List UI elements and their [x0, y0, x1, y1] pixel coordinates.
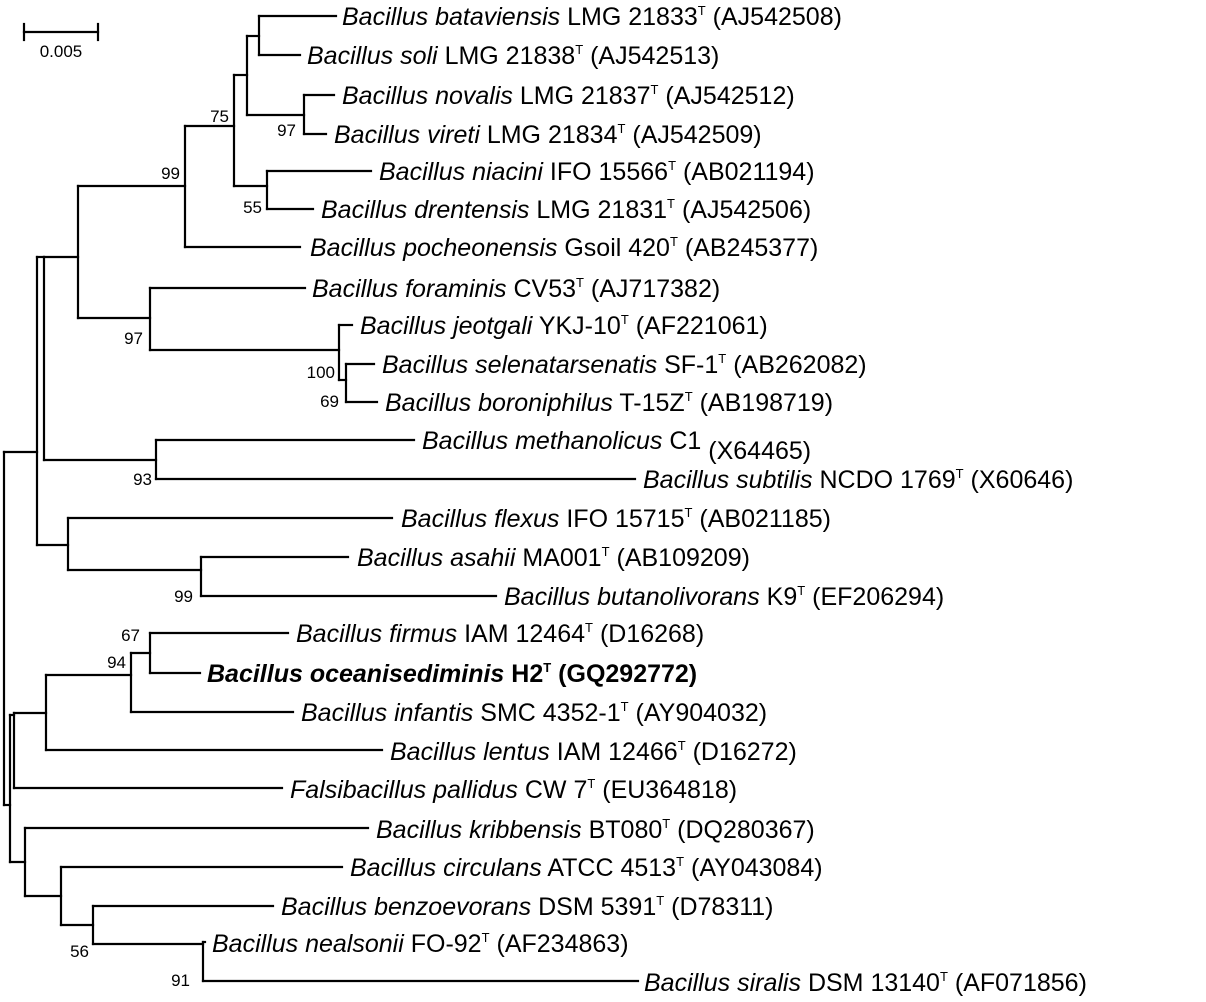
taxon-label: Bacillus infantis SMC 4352-1T (AY904032)	[301, 699, 767, 727]
taxon-label: Bacillus firmus IAM 12464T (D16268)	[296, 620, 704, 648]
bootstrap-value: 55	[243, 198, 262, 217]
taxon-label: Bacillus methanolicus C1 (X64465)	[422, 427, 811, 465]
taxon-label: Bacillus niacini IFO 15566T (AB021194)	[379, 158, 815, 186]
taxon-label: Bacillus flexus IFO 15715T (AB021185)	[401, 505, 831, 533]
taxon-label: Bacillus bataviensis LMG 21833T (AJ54250…	[342, 3, 842, 31]
taxon-label: Bacillus foraminis CV53T (AJ717382)	[312, 275, 720, 303]
taxon-label: Bacillus vireti LMG 21834T (AJ542509)	[334, 121, 762, 149]
scale-bar-label: 0.005	[40, 42, 83, 61]
taxon-label: Bacillus benzoevorans DSM 5391T (D78311)	[281, 893, 774, 921]
taxon-label: Bacillus circulans ATCC 4513T (AY043084)	[350, 854, 823, 882]
bootstrap-value: 91	[171, 971, 190, 990]
taxon-label: Bacillus lentus IAM 12466T (D16272)	[390, 738, 797, 766]
scale-bar: 0.005	[22, 22, 100, 61]
taxon-label: Bacillus nealsonii FO-92T (AF234863)	[212, 930, 629, 958]
bootstrap-value: 56	[70, 942, 89, 961]
taxon-label: Falsibacillus pallidus CW 7T (EU364818)	[290, 776, 737, 804]
tree-branches	[2, 14, 640, 983]
taxon-label: Bacillus jeotgali YKJ-10T (AF221061)	[360, 312, 768, 340]
bootstrap-values: 75 97 99 55 97 100 69 93 99 67 94 56 91	[70, 107, 339, 990]
taxon-labels: Bacillus bataviensis LMG 21833T (AJ54250…	[207, 3, 1087, 997]
taxon-label: Bacillus pocheonensis Gsoil 420T (AB2453…	[310, 234, 818, 262]
taxon-label: Bacillus subtilis NCDO 1769T (X60646)	[643, 466, 1073, 494]
bootstrap-value: 97	[124, 329, 143, 348]
bootstrap-value: 94	[107, 653, 126, 672]
bootstrap-value: 93	[133, 470, 152, 489]
bootstrap-value: 99	[174, 587, 193, 606]
bootstrap-value: 99	[161, 164, 180, 183]
taxon-label: Bacillus selenatarsenatis SF-1T (AB26208…	[382, 351, 867, 379]
bootstrap-value: 67	[121, 626, 140, 645]
taxon-label: Bacillus boroniphilus T-15ZT (AB198719)	[385, 389, 833, 417]
taxon-label: Bacillus asahii MA001T (AB109209)	[357, 544, 750, 572]
taxon-label: Bacillus novalis LMG 21837T (AJ542512)	[342, 82, 795, 110]
taxon-label: Bacillus drentensis LMG 21831T (AJ542506…	[321, 196, 811, 224]
taxon-label: Bacillus kribbensis BT080T (DQ280367)	[376, 816, 815, 844]
bootstrap-value: 97	[277, 121, 296, 140]
taxon-label: Bacillus soli LMG 21838T (AJ542513)	[307, 42, 719, 70]
bootstrap-value: 75	[210, 107, 229, 126]
taxon-label-highlighted: Bacillus oceanisediminis H2T (GQ292772)	[207, 660, 697, 688]
taxon-label: Bacillus siralis DSM 13140T (AF071856)	[644, 969, 1087, 997]
bootstrap-value: 100	[307, 363, 335, 382]
bootstrap-value: 69	[320, 392, 339, 411]
taxon-label: Bacillus butanolivorans K9T (EF206294)	[504, 583, 944, 611]
